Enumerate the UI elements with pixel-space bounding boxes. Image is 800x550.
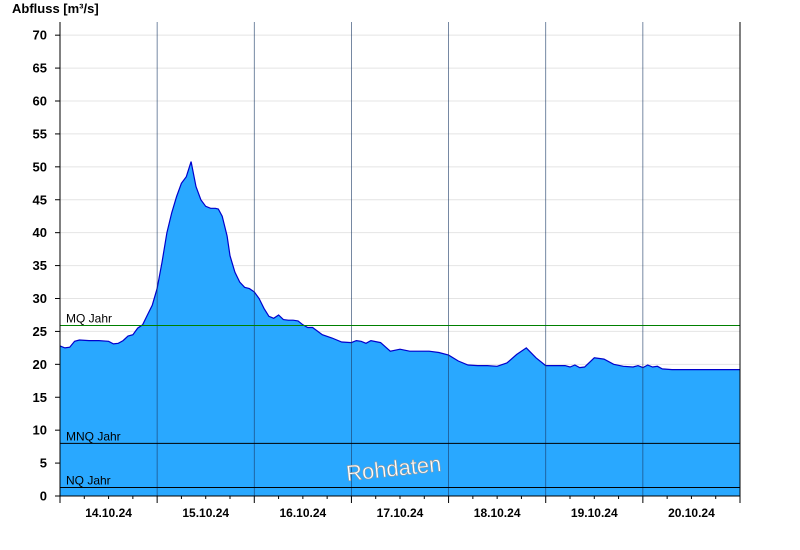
- x-tick-label: 14.10.24: [85, 506, 132, 520]
- x-axis: 14.10.24 15.10.24 16.10.24 17.10.24 18.10.24…: [59, 496, 741, 520]
- y-tick-label: 55: [33, 126, 47, 141]
- x-tick-label: 20.10.24: [668, 506, 715, 520]
- y-tick-label: 50: [33, 159, 47, 174]
- reference-label: NQ Jahr: [66, 473, 111, 487]
- y-tick-label: 70: [33, 28, 47, 43]
- day-separators: [156, 22, 644, 496]
- reference-label: MQ Jahr: [66, 311, 112, 325]
- y-tick-label: 30: [33, 291, 47, 306]
- y-tick-label: 40: [33, 225, 47, 240]
- plot-area: [59, 161, 740, 496]
- y-axis: 0 5 10 15 20 25 30 35 40 45 50 55 60 65 70: [33, 28, 60, 504]
- y-tick-label: 15: [33, 390, 47, 405]
- discharge-area: [60, 161, 740, 496]
- y-axis-title: Abfluss [m³/s]: [12, 1, 99, 16]
- x-tick-label: 19.10.24: [571, 506, 618, 520]
- y-tick-label: 35: [33, 258, 47, 273]
- reference-lines: MQ Jahr MNQ Jahr NQ Jahr: [60, 311, 740, 488]
- x-tick-label: 15.10.24: [182, 506, 229, 520]
- x-tick-label: 18.10.24: [474, 506, 521, 520]
- y-tick-label: 65: [33, 61, 47, 76]
- x-tick-label: 17.10.24: [377, 506, 424, 520]
- x-tick-label: 16.10.24: [279, 506, 326, 520]
- reference-label: MNQ Jahr: [66, 429, 121, 443]
- y-tick-label: 5: [40, 456, 47, 471]
- y-tick-label: 0: [40, 489, 47, 504]
- y-tick-label: 25: [33, 324, 47, 339]
- y-tick-label: 20: [33, 357, 47, 372]
- y-tick-label: 60: [33, 94, 47, 109]
- y-tick-label: 45: [33, 192, 47, 207]
- y-tick-label: 10: [33, 423, 47, 438]
